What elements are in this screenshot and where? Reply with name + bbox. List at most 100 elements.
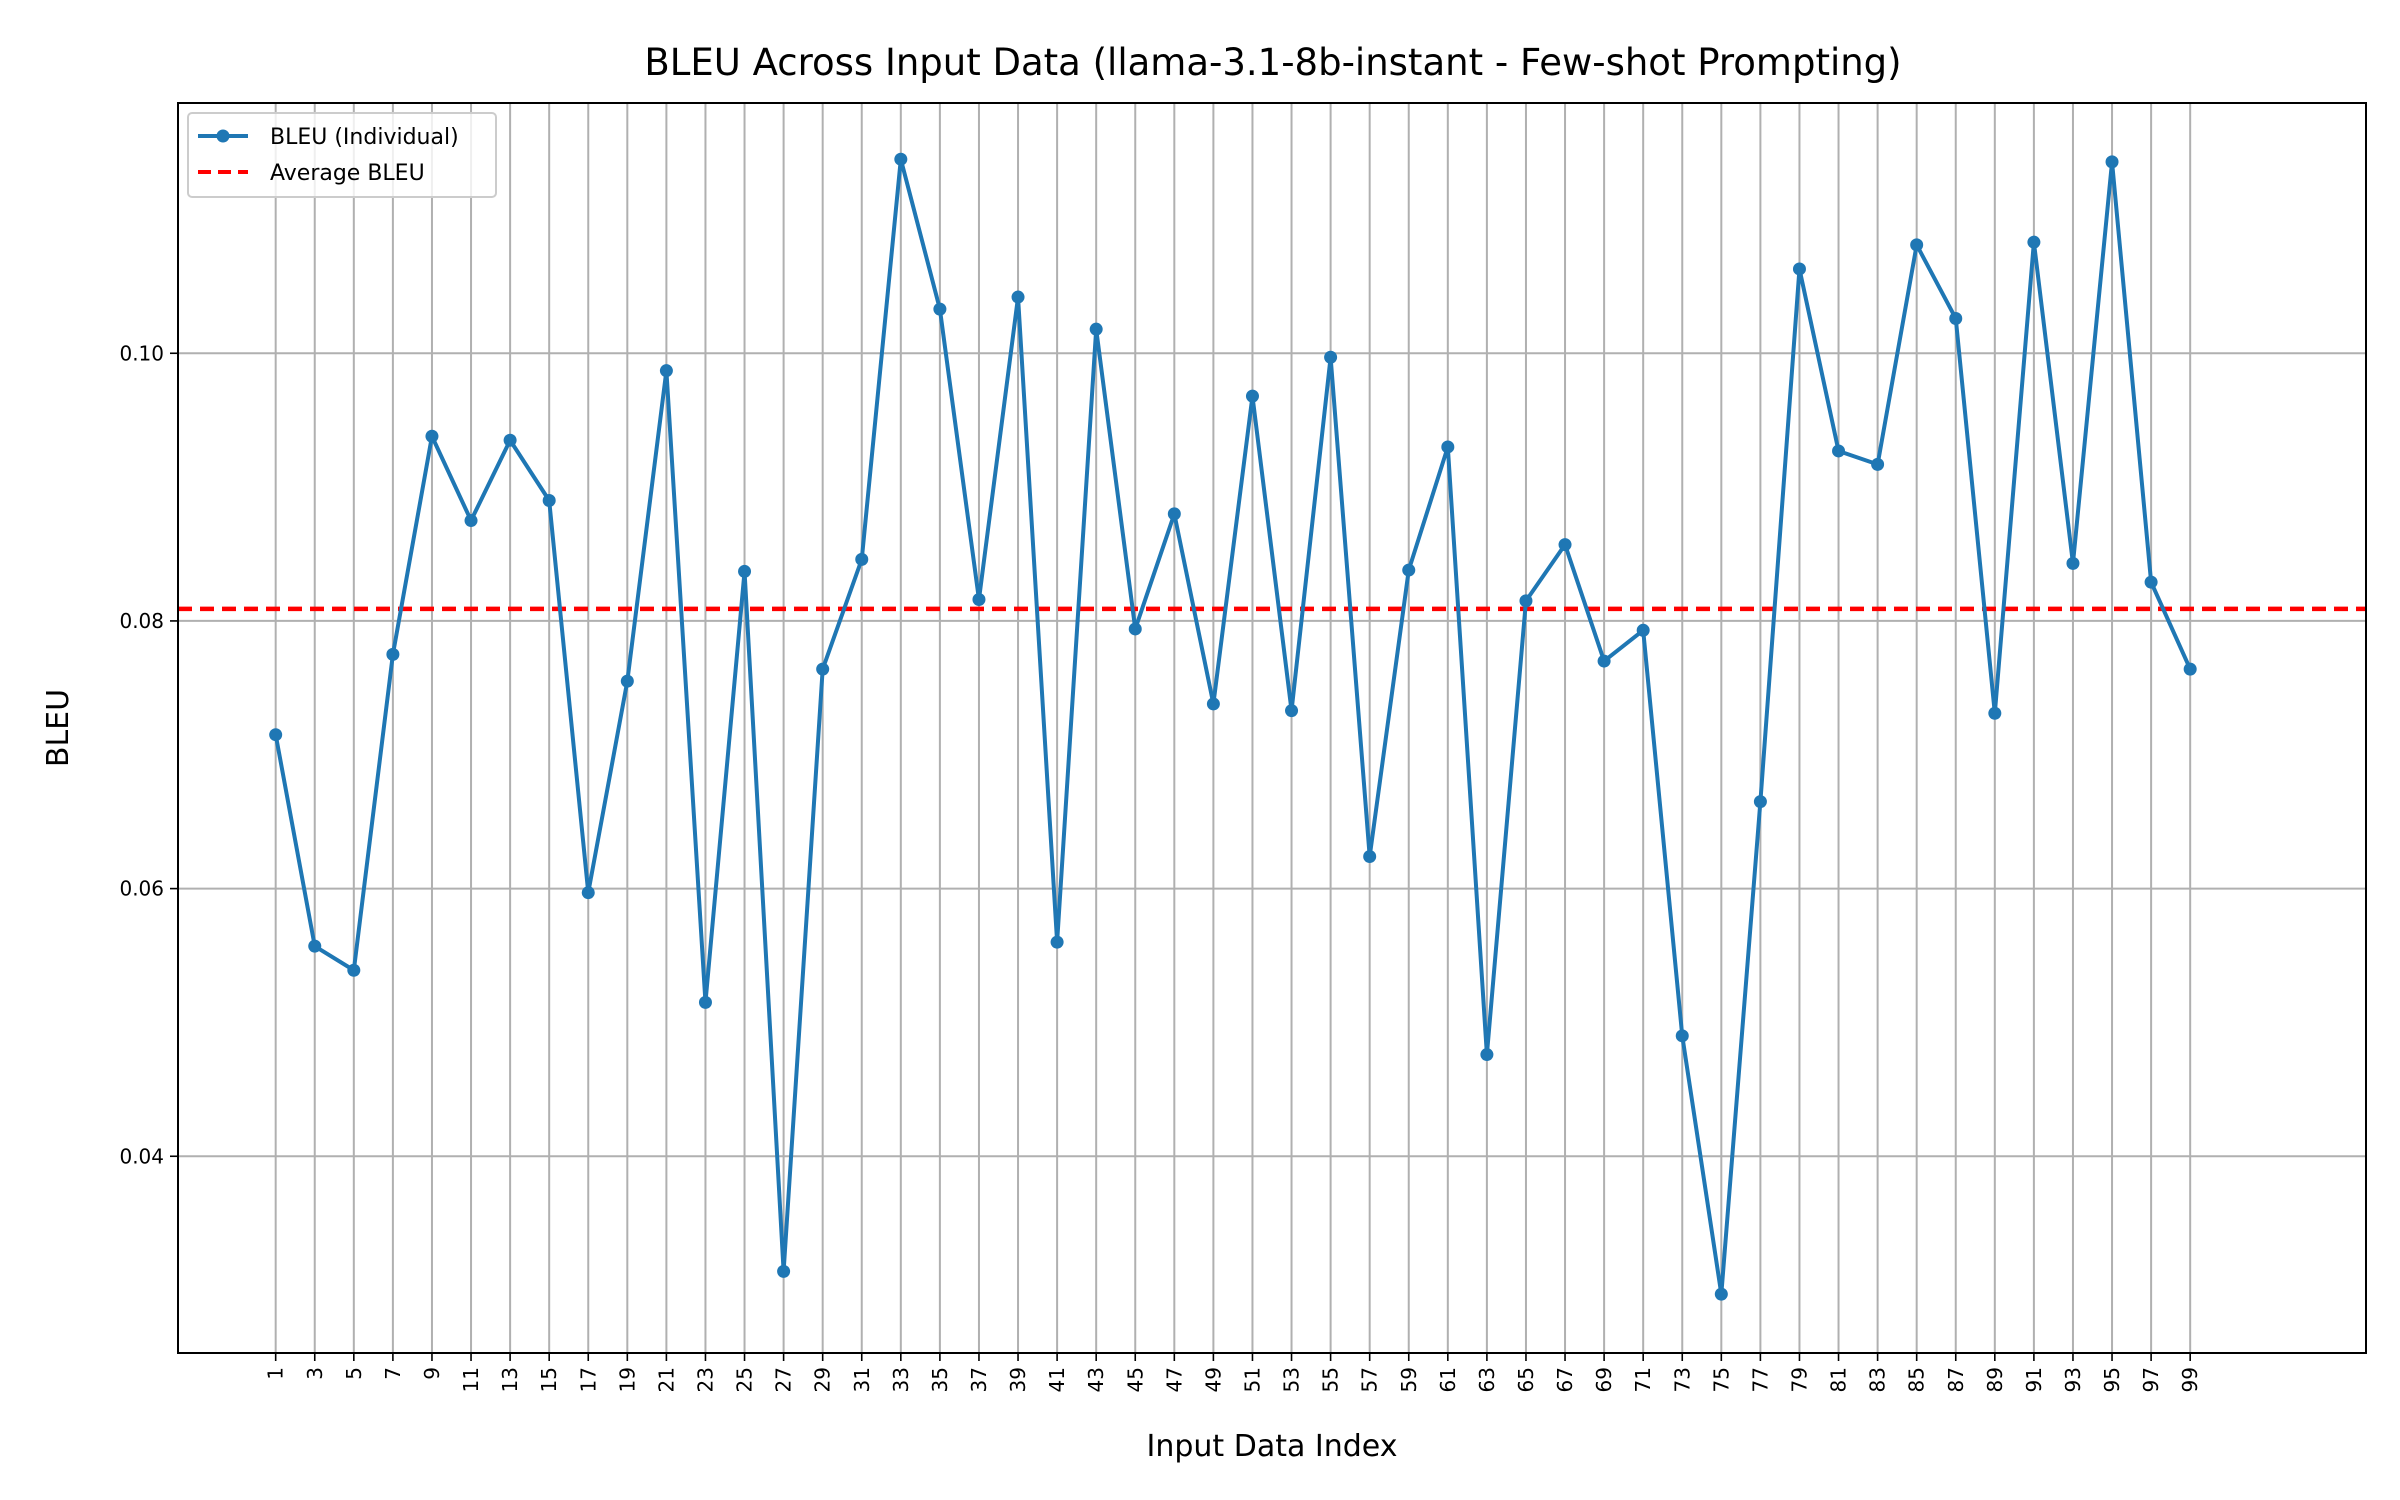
bleu-point (2027, 235, 2041, 249)
x-tick-label: 11 (459, 1367, 483, 1392)
x-tick-label: 79 (1787, 1367, 1811, 1392)
bleu-point (1089, 322, 1103, 336)
y-tick-label: 0.10 (119, 341, 164, 365)
legend-label-average-bleu: Average BLEU (270, 161, 425, 186)
bleu-point (347, 963, 361, 977)
bleu-point (1167, 507, 1181, 521)
bleu-point (855, 552, 869, 566)
bleu-point (972, 593, 986, 607)
bleu-point (2144, 575, 2158, 589)
x-tick-label: 41 (1045, 1367, 1069, 1392)
y-axis-label: BLEU (41, 689, 76, 767)
x-tick-label: 7 (381, 1367, 405, 1380)
bleu-point (1324, 350, 1338, 364)
bleu-point (1128, 622, 1142, 636)
bleu-point (777, 1264, 791, 1278)
bleu-point (581, 886, 595, 900)
y-tick-label: 0.04 (119, 1144, 164, 1168)
x-tick-label: 73 (1670, 1367, 1694, 1392)
legend-marker-bleu-individual (216, 129, 230, 143)
bleu-point (1011, 290, 1025, 304)
bleu-point (1285, 704, 1299, 718)
bleu-point (1753, 795, 1767, 809)
x-tick-label: 95 (2100, 1367, 2124, 1392)
x-tick-label: 53 (1280, 1367, 1304, 1392)
x-tick-label: 65 (1514, 1367, 1538, 1392)
bleu-point (1832, 444, 1846, 458)
bleu-point (698, 995, 712, 1009)
bleu-point (1636, 623, 1650, 637)
x-tick-label: 89 (1983, 1367, 2007, 1392)
bleu-point (308, 939, 322, 953)
x-tick-label: 1 (264, 1367, 288, 1380)
x-axis-label: Input Data Index (1147, 1429, 1398, 1464)
bleu-point (1480, 1048, 1494, 1062)
x-tick-label: 67 (1553, 1367, 1577, 1392)
bleu-point (2105, 155, 2119, 169)
bleu-point (1871, 457, 1885, 471)
bleu-individual-line (273, 157, 2193, 1297)
x-tick-label: 17 (576, 1367, 600, 1392)
bleu-point (816, 662, 830, 676)
bleu-point (1792, 262, 1806, 276)
x-tick-label: 29 (811, 1367, 835, 1392)
x-tick-label: 75 (1709, 1367, 1733, 1392)
x-tick-label: 85 (1905, 1367, 1929, 1392)
x-tick-label: 49 (1201, 1367, 1225, 1392)
bleu-point (542, 493, 556, 507)
x-tick-label: 81 (1827, 1367, 1851, 1392)
bleu-point (269, 728, 283, 742)
bleu-point (1441, 440, 1455, 454)
x-tick-label: 93 (2061, 1367, 2085, 1392)
x-tick-label: 37 (967, 1367, 991, 1392)
bleu-point (1245, 389, 1259, 403)
plot-frame (177, 102, 2367, 1354)
x-tick-label: 83 (1866, 1367, 1890, 1392)
x-tick-label: 45 (1123, 1367, 1147, 1392)
x-tick-label: 61 (1436, 1367, 1460, 1392)
bleu-point (1910, 238, 1924, 252)
x-tick-label: 77 (1748, 1367, 1772, 1392)
bleu-point (1206, 697, 1220, 711)
x-tick-label: 9 (420, 1367, 444, 1380)
bleu-point (1949, 311, 1963, 325)
bleu-point (933, 302, 947, 316)
bleu-point (1363, 849, 1377, 863)
bleu-point (2066, 556, 2080, 570)
x-tick-label: 97 (2139, 1367, 2163, 1392)
x-tick-label: 27 (772, 1367, 796, 1392)
bleu-point (2183, 662, 2197, 676)
x-tick-label: 69 (1592, 1367, 1616, 1392)
bleu-point (620, 674, 634, 688)
x-tick-label: 99 (2178, 1367, 2202, 1392)
bleu-point (1988, 706, 2002, 720)
x-tick-label: 55 (1319, 1367, 1343, 1392)
bleu-point (1714, 1287, 1728, 1301)
bleu-point (503, 433, 517, 447)
bleu-point (425, 429, 439, 443)
x-tick-label: 3 (303, 1367, 327, 1380)
bleu-point (1050, 935, 1064, 949)
x-tick-label: 43 (1084, 1367, 1108, 1392)
bleu-point (1402, 563, 1416, 577)
bleu-point (386, 647, 400, 661)
x-tick-label: 47 (1162, 1367, 1186, 1392)
legend: BLEU (Individual) Average BLEU (187, 112, 497, 198)
chart-title: BLEU Across Input Data (llama-3.1-8b-ins… (644, 41, 1901, 84)
bleu-point (1675, 1029, 1689, 1043)
bleu-point (659, 364, 673, 378)
x-tick-label: 19 (615, 1367, 639, 1392)
x-tick-label: 33 (889, 1367, 913, 1392)
x-tick-label: 59 (1397, 1367, 1421, 1392)
x-tick-label: 13 (498, 1367, 522, 1392)
x-tick-label: 23 (693, 1367, 717, 1392)
gridlines (178, 103, 2366, 1353)
legend-box (187, 112, 497, 198)
x-tick-label: 87 (1944, 1367, 1968, 1392)
bleu-point (1558, 538, 1572, 552)
x-axis-ticks: 1 3 5 7 9 11 13 15 17 19 21 23 25 27 29 31 33 35 37 39 41 43 4… (264, 1353, 2202, 1392)
x-tick-label: 21 (654, 1367, 678, 1392)
series-layer (269, 152, 2197, 1301)
